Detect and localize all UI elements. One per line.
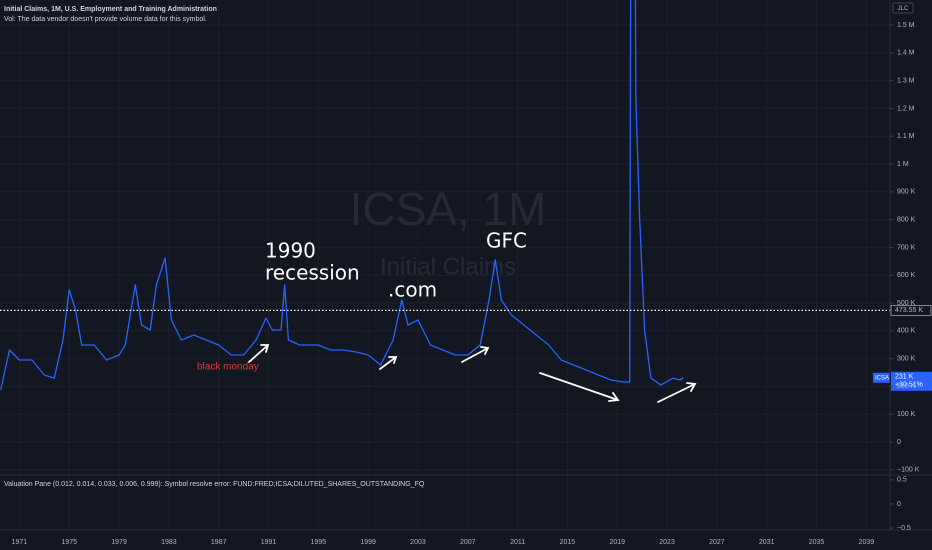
arrow (379, 356, 398, 370)
series-line (0, 0, 684, 391)
last-value-label: 231 K (895, 374, 914, 381)
arrow (461, 346, 490, 363)
axes: −100 K 0 100 K 200 K 300 K 400 K 500 K 600 K 700… (12, 22, 920, 546)
x-tick-label: 2035 (809, 539, 825, 546)
y-tick-label: 300 K (897, 355, 916, 362)
annotation: GFC (486, 229, 527, 253)
x-tick-label: 2023 (659, 539, 675, 546)
price-line-label: 473.55 K (895, 307, 923, 314)
annotation: black monday (197, 362, 259, 373)
y-tick-label: 500 K (897, 300, 916, 307)
x-tick-label: 2003 (410, 539, 426, 546)
grid (0, 0, 890, 530)
x-tick-label: 1999 (360, 539, 376, 546)
x-tick-label: 2011 (510, 539, 525, 546)
x-tick-label: 1979 (111, 539, 127, 546)
x-tick-label: 1995 (311, 539, 327, 546)
y-tick-label: 1 M (897, 161, 909, 168)
y-tick-label: 400 K (897, 328, 916, 335)
y-tick-label: 700 K (897, 244, 916, 251)
y-tick-label: 1.5 M (897, 22, 915, 29)
series-name: ICSA (875, 375, 889, 381)
series-layer (0, 0, 684, 391)
subtitle: Vol: The data vendor doesn't provide vol… (4, 16, 207, 23)
title: Initial Claims, 1M, U.S. Employment and … (4, 6, 217, 13)
y-tick-label: 1.3 M (897, 77, 915, 84)
pane-y-tick-label: 0.5 (897, 477, 907, 484)
pane-y-tick-label: −0.5 (897, 525, 911, 532)
x-tick-label: 1983 (161, 539, 177, 546)
annotation: .com (388, 278, 437, 302)
logo[interactable]: JLC (898, 6, 909, 12)
y-tick-label: 1.1 M (897, 133, 915, 140)
overlay: 473.55 K ICSA 231 K+30.51% (0, 305, 932, 391)
annotation: 1990 (265, 239, 316, 263)
arrow (657, 382, 697, 403)
x-tick-label: 1991 (261, 539, 277, 546)
y-tick-label: 200 K (897, 383, 916, 390)
x-tick-label: 2019 (609, 539, 625, 546)
last-value-box (891, 371, 932, 391)
y-tick-label: 100 K (897, 411, 916, 418)
x-tick-label: 1975 (61, 539, 77, 546)
x-tick-label: 1987 (211, 539, 227, 546)
y-tick-label: 1.4 M (897, 50, 915, 57)
arrow (248, 344, 270, 363)
last-value-change: +30.51% (895, 382, 923, 389)
y-tick-label: 800 K (897, 216, 916, 223)
y-tick-label: 0 (897, 439, 901, 446)
x-tick-label: 2007 (460, 539, 476, 546)
x-tick-label: 2027 (709, 539, 725, 546)
y-tick-label: 600 K (897, 272, 916, 279)
pane-label: Valuation Pane (0.012, 0.014, 0.033, 0.0… (4, 481, 425, 488)
watermark: ICSA, 1M (350, 183, 547, 235)
y-tick-label: 1.2 M (897, 105, 915, 112)
pane-y-tick-label: 0 (897, 501, 901, 508)
series-name-box (873, 372, 890, 383)
x-tick-label: 2031 (759, 539, 775, 546)
logo-box[interactable] (892, 2, 914, 14)
x-tick-label: 2015 (560, 539, 576, 546)
price-line-box (890, 305, 932, 316)
arrow (539, 372, 620, 402)
y-tick-label: 900 K (897, 189, 916, 196)
x-tick-label: 2039 (859, 539, 875, 546)
arrows (248, 344, 697, 403)
watermark-subtitle: Initial Claims (380, 253, 516, 280)
y-tick-label: −100 K (897, 467, 920, 474)
annotation: recession (265, 261, 360, 285)
x-tick-label: 1971 (12, 539, 28, 546)
